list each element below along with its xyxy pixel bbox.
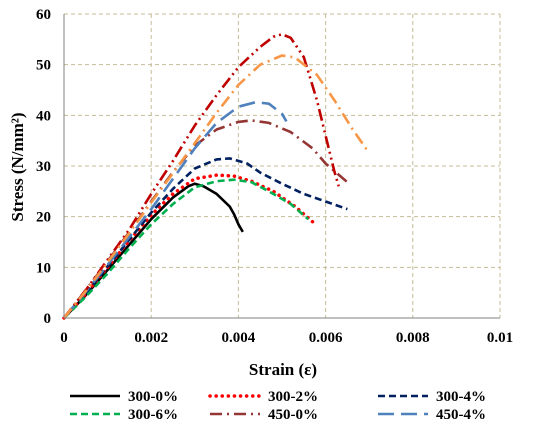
- legend-label: 450-4%: [436, 407, 486, 423]
- x-tick-label: 0: [60, 330, 68, 346]
- legend-label: 300-6%: [128, 407, 178, 423]
- x-tick-label: 0.006: [309, 330, 343, 346]
- x-tick-label: 0.008: [396, 330, 430, 346]
- legend-label: 300-2%: [268, 389, 318, 405]
- x-axis-label: Strain (ε): [249, 360, 317, 379]
- series-line-8: [62, 54, 371, 319]
- y-tick-label: 30: [36, 159, 51, 175]
- legend: 300-0% 300-2% 300-4% 300-6% 450-0% 450-4%: [70, 389, 486, 423]
- series-layer: [62, 33, 371, 320]
- series-line-1: [63, 182, 244, 319]
- legend-label: 300-0%: [128, 389, 178, 405]
- axes: [63, 14, 500, 319]
- x-tick-label: 0.002: [134, 330, 168, 346]
- legend-label: 450-0%: [268, 407, 318, 423]
- legend-label: 300-4%: [436, 389, 486, 405]
- y-tick-label: 20: [36, 210, 51, 226]
- y-tick-label: 0: [44, 311, 52, 327]
- y-axis-label: Stress (N/mm²): [8, 112, 27, 221]
- y-tick-label: 60: [36, 7, 51, 23]
- x-tick-label: 0.004: [222, 330, 256, 346]
- tick-labels: 0 0.002 0.004 0.006 0.008 0.01 0 10 20 30 40 50 60: [36, 7, 513, 346]
- y-tick-label: 50: [36, 58, 51, 74]
- y-tick-label: 10: [36, 260, 51, 276]
- x-tick-label: 0.01: [487, 330, 513, 346]
- series-line-6: [62, 100, 288, 319]
- y-tick-label: 40: [36, 108, 51, 124]
